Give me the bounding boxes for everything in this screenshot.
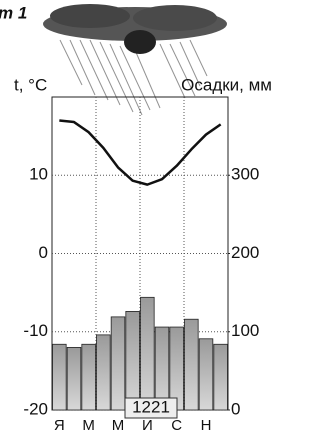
x-tick-label: С: [171, 417, 182, 434]
bar: [82, 344, 96, 410]
annotation: 1221: [132, 397, 170, 416]
bar: [199, 339, 213, 410]
y2-tick-label: 300: [231, 165, 259, 184]
y2-tick-label: 200: [231, 243, 259, 262]
y2-tick-label: 0: [231, 399, 240, 418]
x-tick-label: И: [142, 417, 153, 434]
bar: [185, 319, 199, 410]
bar: [126, 311, 140, 410]
x-tick-label: М: [82, 417, 95, 434]
y-tick-label: 0: [39, 243, 48, 262]
y-axis-label: t, °C: [14, 75, 47, 94]
x-tick-label: Н: [201, 417, 212, 434]
y2-axis-label: Осадки, мм: [181, 75, 272, 94]
cloud-icon: [43, 4, 227, 115]
y-tick-label: 10: [29, 165, 48, 184]
x-tick-label: М: [112, 417, 125, 434]
bar: [97, 335, 111, 410]
chart: т 1 t, °C Осадки, мм -20-100100100200300…: [0, 0, 275, 434]
x-tick-label: Я: [54, 417, 65, 434]
y-tick-label: -10: [23, 321, 48, 340]
bar: [67, 347, 81, 410]
y-tick-label: -20: [23, 399, 48, 418]
y2-tick-label: 100: [231, 321, 259, 340]
bar: [214, 344, 228, 410]
bar: [53, 344, 67, 410]
page-heading: т 1: [0, 3, 27, 22]
bar: [141, 297, 155, 410]
bar: [111, 317, 125, 410]
